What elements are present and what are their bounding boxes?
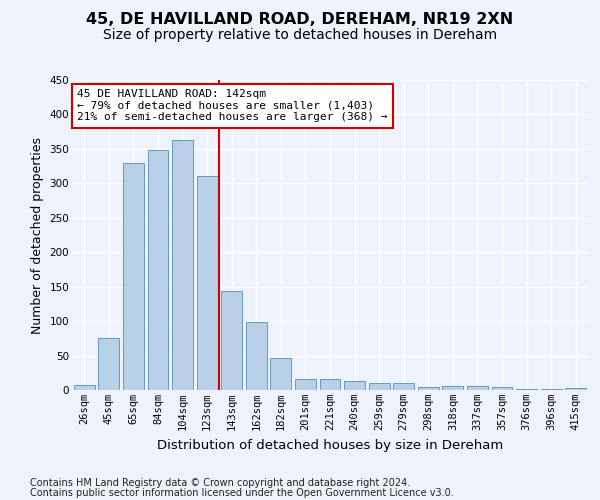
Bar [393, 383, 414, 390]
Text: Contains HM Land Registry data © Crown copyright and database right 2024.: Contains HM Land Registry data © Crown c… [30, 478, 410, 488]
Bar [368, 383, 389, 390]
Text: Contains public sector information licensed under the Open Government Licence v3: Contains public sector information licen… [30, 488, 454, 498]
Text: 45, DE HAVILLAND ROAD, DEREHAM, NR19 2XN: 45, DE HAVILLAND ROAD, DEREHAM, NR19 2XN [86, 12, 514, 28]
Bar [172, 140, 193, 390]
Bar [197, 176, 218, 390]
Bar [98, 338, 119, 390]
Bar [418, 387, 439, 390]
Bar [295, 379, 316, 390]
Bar [565, 388, 586, 390]
Bar [344, 381, 365, 390]
Bar [148, 150, 169, 390]
Bar [271, 358, 292, 390]
Bar [442, 386, 463, 390]
Text: Size of property relative to detached houses in Dereham: Size of property relative to detached ho… [103, 28, 497, 42]
Bar [246, 322, 267, 390]
Bar [320, 379, 340, 390]
Bar [467, 386, 488, 390]
Bar [123, 162, 144, 390]
Y-axis label: Number of detached properties: Number of detached properties [31, 136, 44, 334]
Bar [221, 292, 242, 390]
Text: 45 DE HAVILLAND ROAD: 142sqm
← 79% of detached houses are smaller (1,403)
21% of: 45 DE HAVILLAND ROAD: 142sqm ← 79% of de… [77, 90, 388, 122]
Bar [516, 388, 537, 390]
Bar [74, 385, 95, 390]
X-axis label: Distribution of detached houses by size in Dereham: Distribution of detached houses by size … [157, 438, 503, 452]
Bar [491, 387, 512, 390]
